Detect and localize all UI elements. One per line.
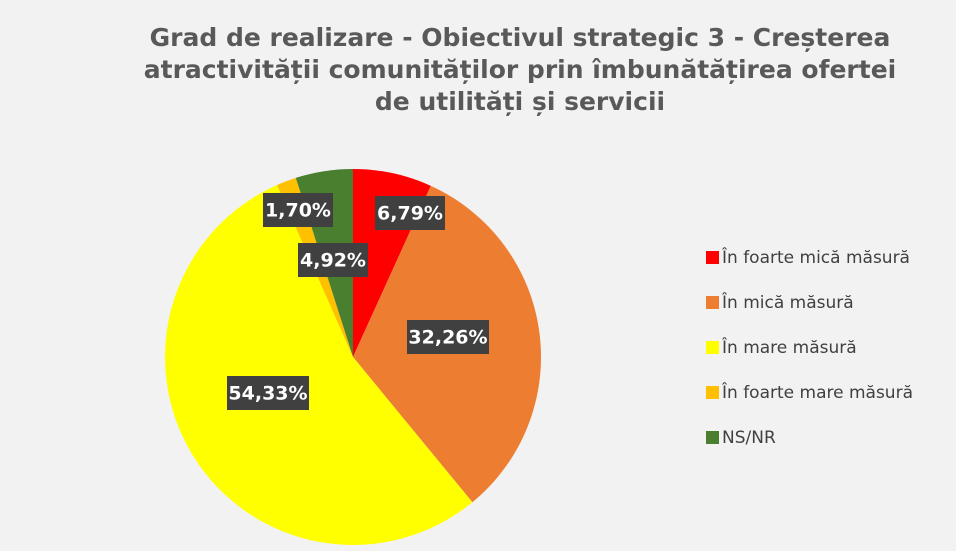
legend-swatch bbox=[706, 296, 719, 309]
legend-label: În foarte mare măsură bbox=[721, 381, 913, 403]
data-label: 1,70% bbox=[265, 200, 331, 222]
data-label: 54,33% bbox=[228, 383, 307, 405]
data-label-box bbox=[375, 196, 445, 230]
legend-swatch bbox=[706, 386, 719, 399]
data-label: 32,26% bbox=[408, 327, 487, 349]
legend-swatch bbox=[706, 341, 719, 354]
legend-label: În foarte mică măsură bbox=[721, 246, 910, 268]
data-label-box bbox=[227, 376, 309, 410]
data-label-box bbox=[298, 243, 368, 277]
data-label-box bbox=[263, 193, 333, 227]
data-label-box bbox=[407, 320, 489, 354]
legend-label: În mare măsură bbox=[721, 336, 857, 358]
legend-label: În mică măsură bbox=[721, 291, 854, 313]
data-label: 4,92% bbox=[300, 250, 366, 272]
data-label: 6,79% bbox=[377, 203, 443, 225]
legend-swatch bbox=[706, 431, 719, 444]
legend-label: NS/NR bbox=[722, 428, 776, 448]
legend-swatch bbox=[706, 251, 719, 264]
chart-title: Grad de realizare - Obiectivul strategic… bbox=[143, 23, 897, 116]
pie-slice bbox=[164, 185, 473, 546]
